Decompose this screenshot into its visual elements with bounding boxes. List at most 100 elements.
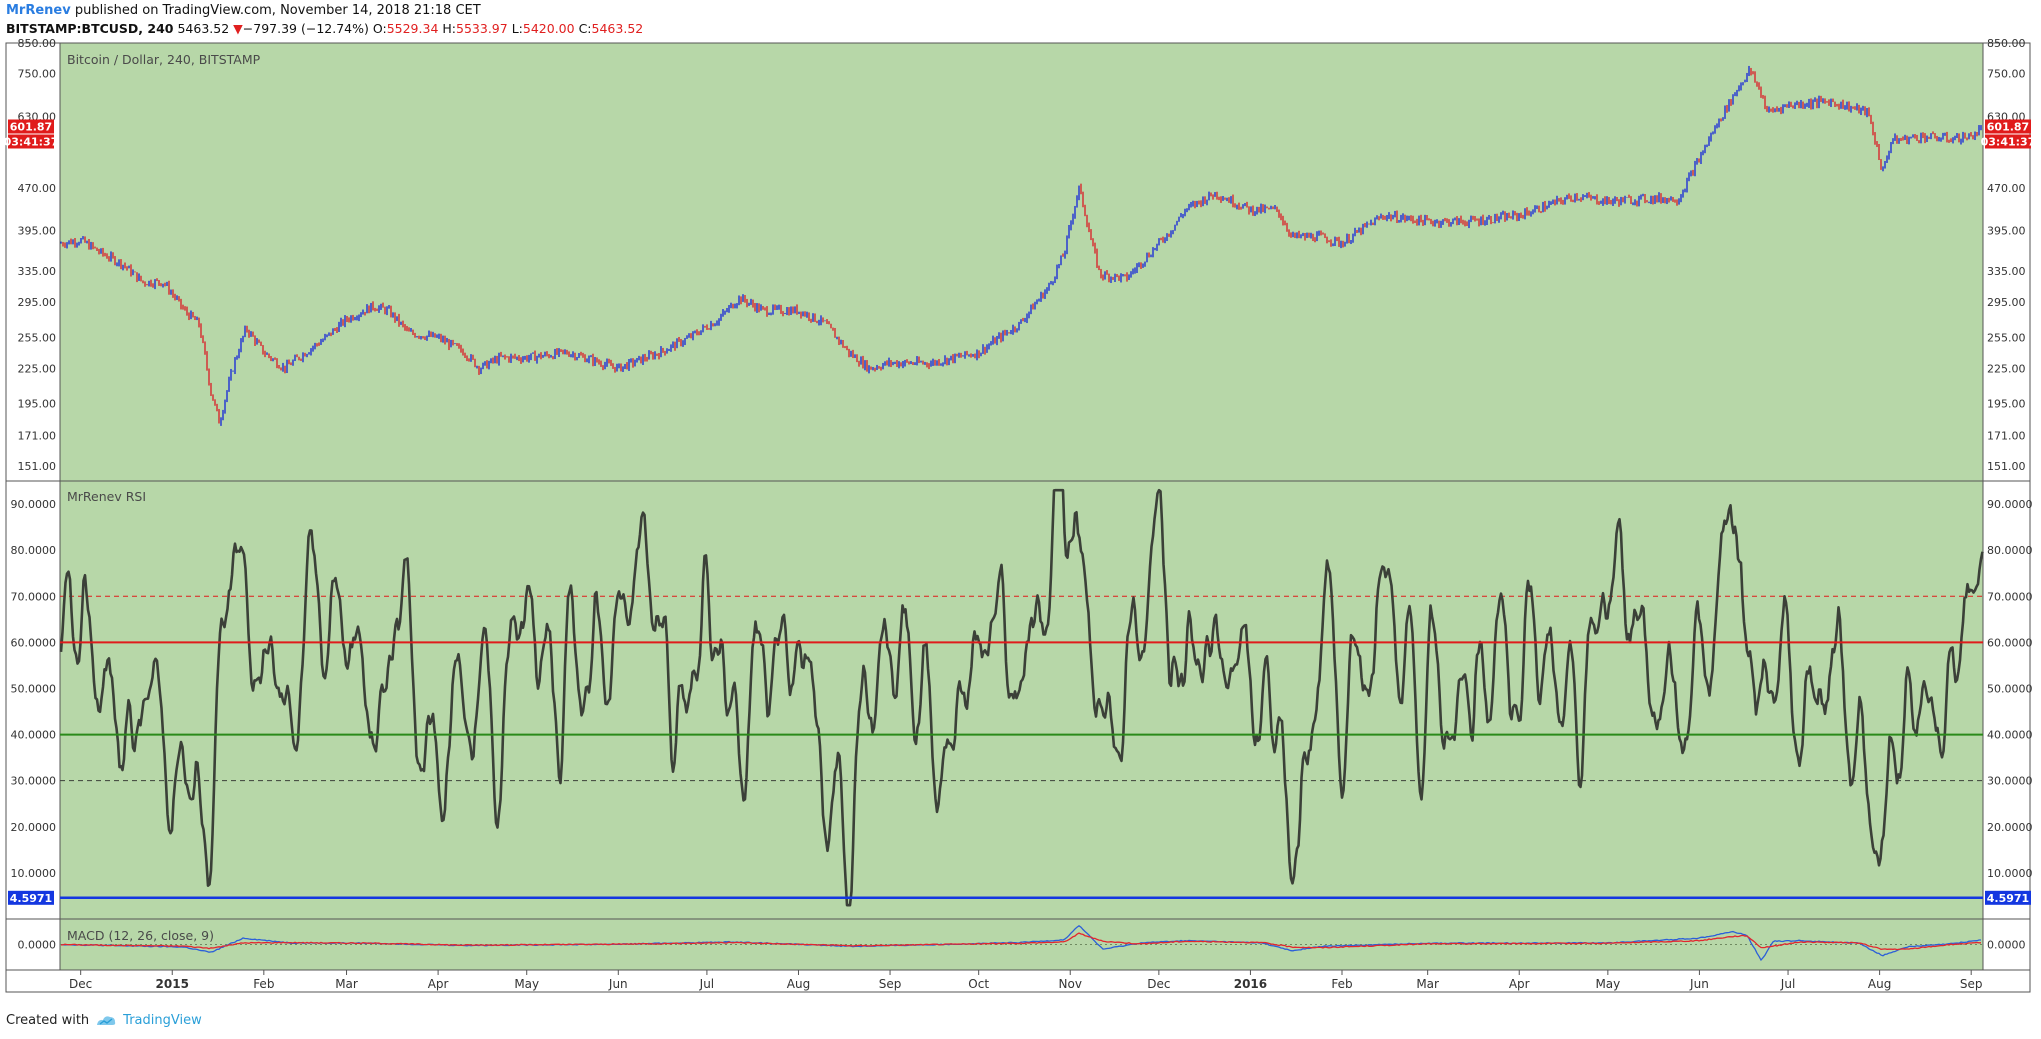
x-tick-label: Apr bbox=[428, 977, 449, 991]
low-value: 5420.00 bbox=[522, 21, 575, 36]
x-tick-label: Mar bbox=[335, 977, 358, 991]
last-price-tag-left: 601.87 03:41:37 bbox=[4, 119, 58, 149]
macd-pane-title: MACD (12, 26, close, 9) bbox=[67, 928, 214, 943]
rsi-blue-tag-left: 4.5971 bbox=[8, 890, 54, 905]
rsi-tick-label-right: 10.0000 bbox=[1987, 867, 2033, 880]
macd-signal-line bbox=[60, 932, 1981, 951]
price-tag-label: 601.87 bbox=[10, 120, 52, 133]
y-tick-label-left: 750.00 bbox=[18, 68, 57, 81]
y-tick-label-left: 255.00 bbox=[18, 332, 57, 345]
rsi-blue-tag-right: 4.5971 bbox=[1985, 890, 2031, 905]
y-tick-label-right: 195.00 bbox=[1987, 397, 2026, 410]
x-tick-label: Aug bbox=[1868, 977, 1891, 991]
x-tick-label: Apr bbox=[1509, 977, 1530, 991]
y-tick-label-right: 395.00 bbox=[1987, 225, 2026, 238]
y-tick-label-left: 171.00 bbox=[18, 430, 57, 443]
low-label: L: bbox=[511, 21, 523, 36]
right-price-axis[interactable] bbox=[1982, 42, 2031, 971]
rsi-tick-label-left: 40.0000 bbox=[11, 729, 57, 742]
rsi-tick-label-left: 10.0000 bbox=[11, 867, 57, 880]
y-tick-label-left: 395.00 bbox=[18, 225, 57, 238]
published-text: published on TradingView.com, November 1… bbox=[74, 3, 481, 18]
blue-tag-bg bbox=[1985, 890, 2031, 905]
price-change: −797.39 (−12.74%) bbox=[242, 21, 369, 36]
price-pane[interactable] bbox=[60, 43, 1983, 481]
rsi-line bbox=[59, 488, 1984, 907]
open-value: 5529.34 bbox=[386, 21, 439, 36]
y-tick-label-right: 470.00 bbox=[1987, 182, 2026, 195]
y-tick-label-left: 195.00 bbox=[18, 397, 57, 410]
macd-tick-label-left: 0.0000 bbox=[18, 939, 57, 952]
rsi-tick-label-left: 50.0000 bbox=[11, 682, 57, 695]
down-arrow-icon: ▼ bbox=[233, 21, 243, 36]
x-tick-label: Aug bbox=[787, 977, 810, 991]
symbol-label[interactable]: BITSTAMP:BTCUSD, 240 bbox=[6, 21, 174, 36]
y-tick-label-right: 151.00 bbox=[1987, 460, 2026, 473]
blue-tag-bg bbox=[8, 890, 54, 905]
price-tag-label: 601.87 bbox=[1987, 120, 2029, 133]
y-tick-label-left: 295.00 bbox=[18, 296, 57, 309]
y-tick-label-right: 295.00 bbox=[1987, 296, 2026, 309]
x-tick-label: Jul bbox=[699, 977, 714, 991]
x-tick-label: Jul bbox=[1780, 977, 1795, 991]
y-tick-label-right: 255.00 bbox=[1987, 332, 2026, 345]
tradingview-logo-icon bbox=[97, 1015, 116, 1025]
y-tick-label-right: 335.00 bbox=[1987, 265, 2026, 278]
close-value: 5463.52 bbox=[591, 21, 644, 36]
y-tick-label-right: 850.00 bbox=[1987, 37, 2026, 50]
rsi-tick-label-right: 30.0000 bbox=[1987, 775, 2033, 788]
x-tick-label: Dec bbox=[1147, 977, 1170, 991]
rsi-tick-label-left: 70.0000 bbox=[11, 590, 57, 603]
time-axis[interactable]: Dec 2015 Feb Mar Apr May Jun Jul Aug Sep Oct Nov Dec… bbox=[69, 970, 1982, 991]
x-tick-label: May bbox=[1595, 977, 1620, 991]
rsi-tick-label-right: 70.0000 bbox=[1987, 590, 2033, 603]
rsi-tick-label-left: 30.0000 bbox=[11, 775, 57, 788]
x-tick-label: 2016 bbox=[1234, 977, 1267, 991]
rsi-tick-label-right: 80.0000 bbox=[1987, 544, 2033, 557]
x-tick-label: Jun bbox=[1689, 977, 1709, 991]
x-tick-label: Nov bbox=[1059, 977, 1082, 991]
y-tick-label-right: 750.00 bbox=[1987, 68, 2026, 81]
tradingview-brand-link[interactable]: TradingView bbox=[123, 1013, 202, 1028]
last-price: 5463.52 bbox=[177, 21, 230, 36]
rsi-tick-label-left: 90.0000 bbox=[11, 498, 57, 511]
x-tick-label: Feb bbox=[253, 977, 274, 991]
rsi-tick-label-right: 50.0000 bbox=[1987, 682, 2033, 695]
x-tick-label: Oct bbox=[968, 977, 989, 991]
high-label: H: bbox=[442, 21, 457, 36]
last-price-tag-right: 601.87 03:41:37 bbox=[1981, 119, 2036, 149]
macd-tick-label-right: 0.0000 bbox=[1987, 939, 2026, 952]
rsi-tick-label-left: 20.0000 bbox=[11, 821, 57, 834]
rsi-tick-label-right: 90.0000 bbox=[1987, 498, 2033, 511]
y-tick-label-left: 335.00 bbox=[18, 265, 57, 278]
rsi-tick-label-right: 60.0000 bbox=[1987, 636, 2033, 649]
price-tag-bg bbox=[1985, 119, 2031, 134]
ohlc-line: BITSTAMP:BTCUSD, 240 5463.52 ▼−797.39 (−… bbox=[6, 21, 643, 36]
x-tick-label: Mar bbox=[1416, 977, 1439, 991]
rsi-axis-ticks: 90.0000 90.0000 80.0000 80.0000 70.0000 70.00… bbox=[11, 498, 2033, 880]
chart-frame bbox=[5, 42, 2031, 993]
x-tick-label: Feb bbox=[1331, 977, 1352, 991]
y-tick-label-left: 470.00 bbox=[18, 182, 57, 195]
rsi-tick-label-right: 20.0000 bbox=[1987, 821, 2033, 834]
y-tick-label-right: 171.00 bbox=[1987, 430, 2026, 443]
rsi-pane-title: MrRenev RSI bbox=[67, 489, 146, 504]
footer: Created with TradingView bbox=[6, 1013, 202, 1028]
close-label: C: bbox=[578, 21, 592, 36]
x-tick-label: 2015 bbox=[156, 977, 189, 991]
rsi-tick-label-left: 80.0000 bbox=[11, 544, 57, 557]
author-link[interactable]: MrRenev bbox=[6, 3, 71, 18]
y-tick-label-right: 225.00 bbox=[1987, 362, 2026, 375]
left-price-axis[interactable] bbox=[5, 42, 61, 971]
blue-tag-label: 4.5971 bbox=[1987, 892, 2029, 905]
publish-line: MrRenev published on TradingView.com, No… bbox=[6, 3, 481, 18]
x-tick-label: Sep bbox=[1960, 977, 1983, 991]
open-label: O: bbox=[372, 21, 387, 36]
rsi-pane[interactable] bbox=[60, 481, 1983, 919]
blue-tag-label: 4.5971 bbox=[10, 892, 52, 905]
time-tag-label: 03:41:37 bbox=[1981, 135, 2036, 148]
price-pane-title: Bitcoin / Dollar, 240, BITSTAMP bbox=[67, 52, 261, 67]
y-tick-label-left: 850.00 bbox=[18, 37, 57, 50]
y-tick-label-left: 225.00 bbox=[18, 362, 57, 375]
